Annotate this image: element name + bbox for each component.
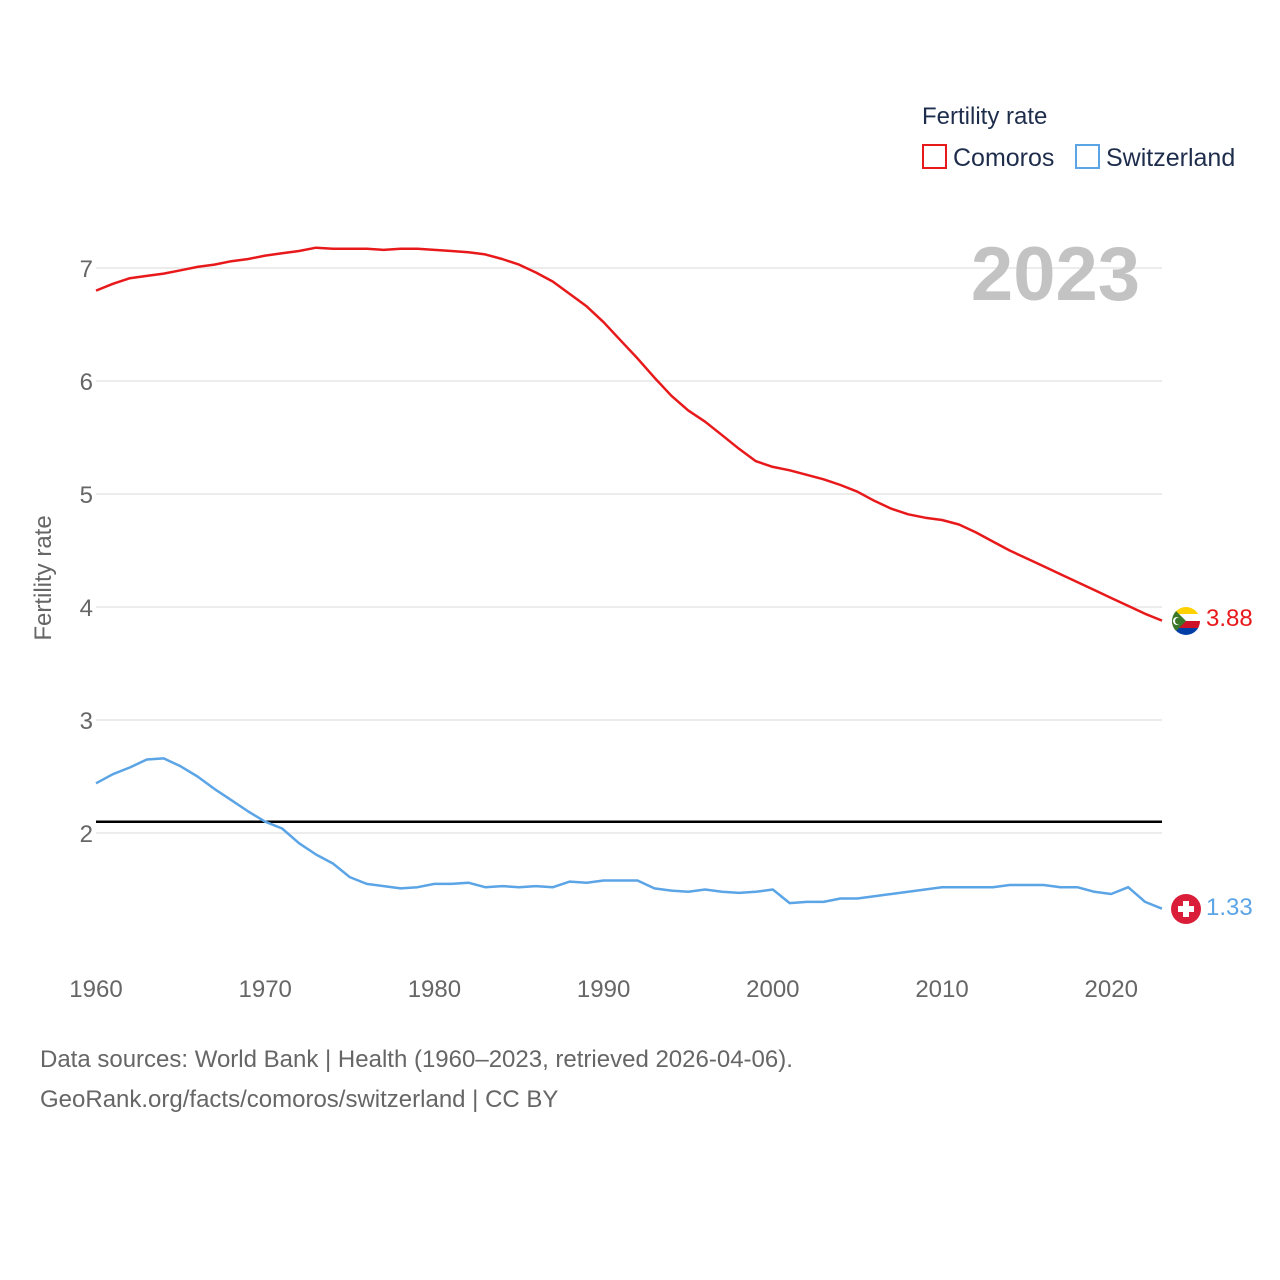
y-tick-label: 5	[80, 482, 93, 509]
y-tick-label: 4	[80, 595, 93, 622]
y-tick-labels: 2 3 4 5 6 7	[80, 256, 93, 848]
series-line-comoros	[95, 246, 1163, 622]
y-tick-label: 3	[80, 708, 93, 735]
y-gridlines	[96, 267, 1162, 834]
legend-swatch-switzerland[interactable]	[1075, 144, 1100, 169]
x-tick-label: 1980	[408, 976, 461, 1003]
y-tick-label: 6	[80, 369, 93, 396]
y-tick-label: 7	[80, 256, 93, 283]
x-tick-label: 1990	[577, 976, 630, 1003]
year-label: 2023	[971, 232, 1140, 317]
y-tick-label: 2	[80, 821, 93, 848]
comoros-flag-icon	[1172, 607, 1200, 635]
source-line-2[interactable]: GeoRank.org/facts/comoros/switzerland | …	[40, 1086, 559, 1113]
switzerland-flag-icon	[1171, 894, 1201, 924]
x-tick-label: 1970	[239, 976, 292, 1003]
y-axis-label: Fertility rate	[30, 515, 57, 640]
legend-swatch-comoros[interactable]	[922, 144, 947, 169]
x-tick-label: 2020	[1085, 976, 1138, 1003]
series-line-switzerland	[95, 757, 1163, 910]
x-tick-label: 2000	[746, 976, 799, 1003]
legend-title: Fertility rate	[922, 103, 1047, 130]
source-line-1: Data sources: World Bank | Health (1960–…	[40, 1046, 793, 1073]
legend: Fertility rate Comoros Switzerland	[922, 103, 1235, 172]
x-tick-label: 1960	[69, 976, 122, 1003]
x-tick-labels: 1960 1970 1980 1990 2000 2010 2020	[69, 976, 1138, 1003]
legend-label-comoros[interactable]: Comoros	[953, 144, 1054, 172]
end-value-comoros: 3.88	[1206, 605, 1253, 632]
legend-label-switzerland[interactable]: Switzerland	[1106, 144, 1235, 172]
x-tick-label: 2010	[915, 976, 968, 1003]
end-value-switzerland: 1.33	[1206, 894, 1253, 921]
